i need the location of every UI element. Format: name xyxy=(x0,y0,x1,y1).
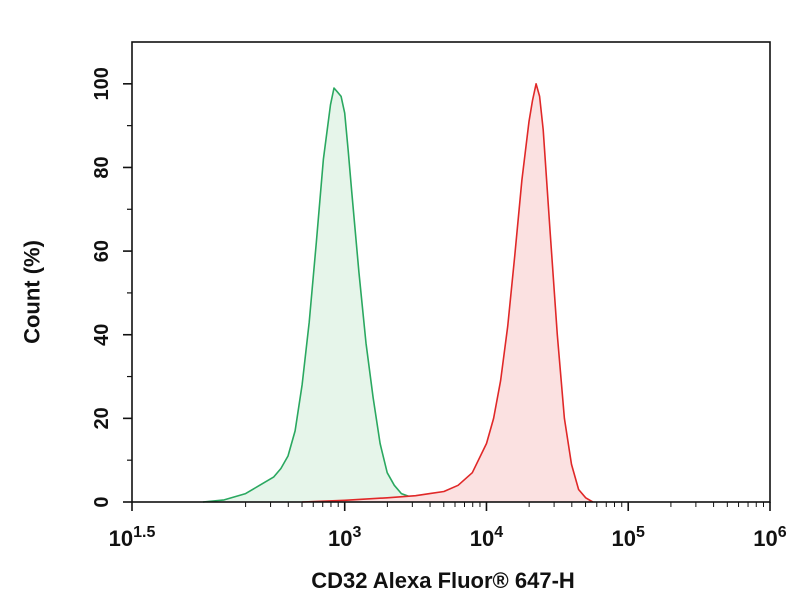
axes-layer xyxy=(123,41,771,511)
series-1-fill xyxy=(202,88,444,502)
series-2-line xyxy=(302,83,594,503)
x-tick-label-1.5: 101.5 xyxy=(109,524,156,551)
x-tick-label-3: 103 xyxy=(328,524,361,551)
x-tick-label-6: 106 xyxy=(753,524,786,551)
y-tick-label-80: 80 xyxy=(91,156,113,178)
y-axis-title: Count (%) xyxy=(20,240,45,344)
y-tick-label-20: 20 xyxy=(91,407,113,429)
series-layer xyxy=(202,83,594,503)
y-tick-label-60: 60 xyxy=(91,240,113,262)
x-tick-label-text: 101.5 xyxy=(109,524,156,551)
x-tick-label-text: 106 xyxy=(753,524,786,551)
labels-layer: 0 20 40 60 80 100 101.5 103 104 105 106 CD32 Alexa … xyxy=(20,67,787,593)
x-tick-label-text: 103 xyxy=(328,524,361,551)
y-tick-label-100: 100 xyxy=(91,67,113,100)
y-tick-label-40: 40 xyxy=(91,324,113,346)
series-1-line xyxy=(202,87,444,503)
plot-frame xyxy=(131,41,771,503)
x-tick-label-4: 104 xyxy=(470,524,503,551)
x-axis-title: CD32 Alexa Fluor® 647-H xyxy=(311,568,575,593)
y-tick-label-0: 0 xyxy=(91,496,113,507)
x-tick-label-text: 105 xyxy=(612,524,645,551)
x-tick-label-5: 105 xyxy=(612,524,645,551)
x-tick-label-text: 104 xyxy=(470,524,503,551)
series-2-fill xyxy=(302,83,593,503)
